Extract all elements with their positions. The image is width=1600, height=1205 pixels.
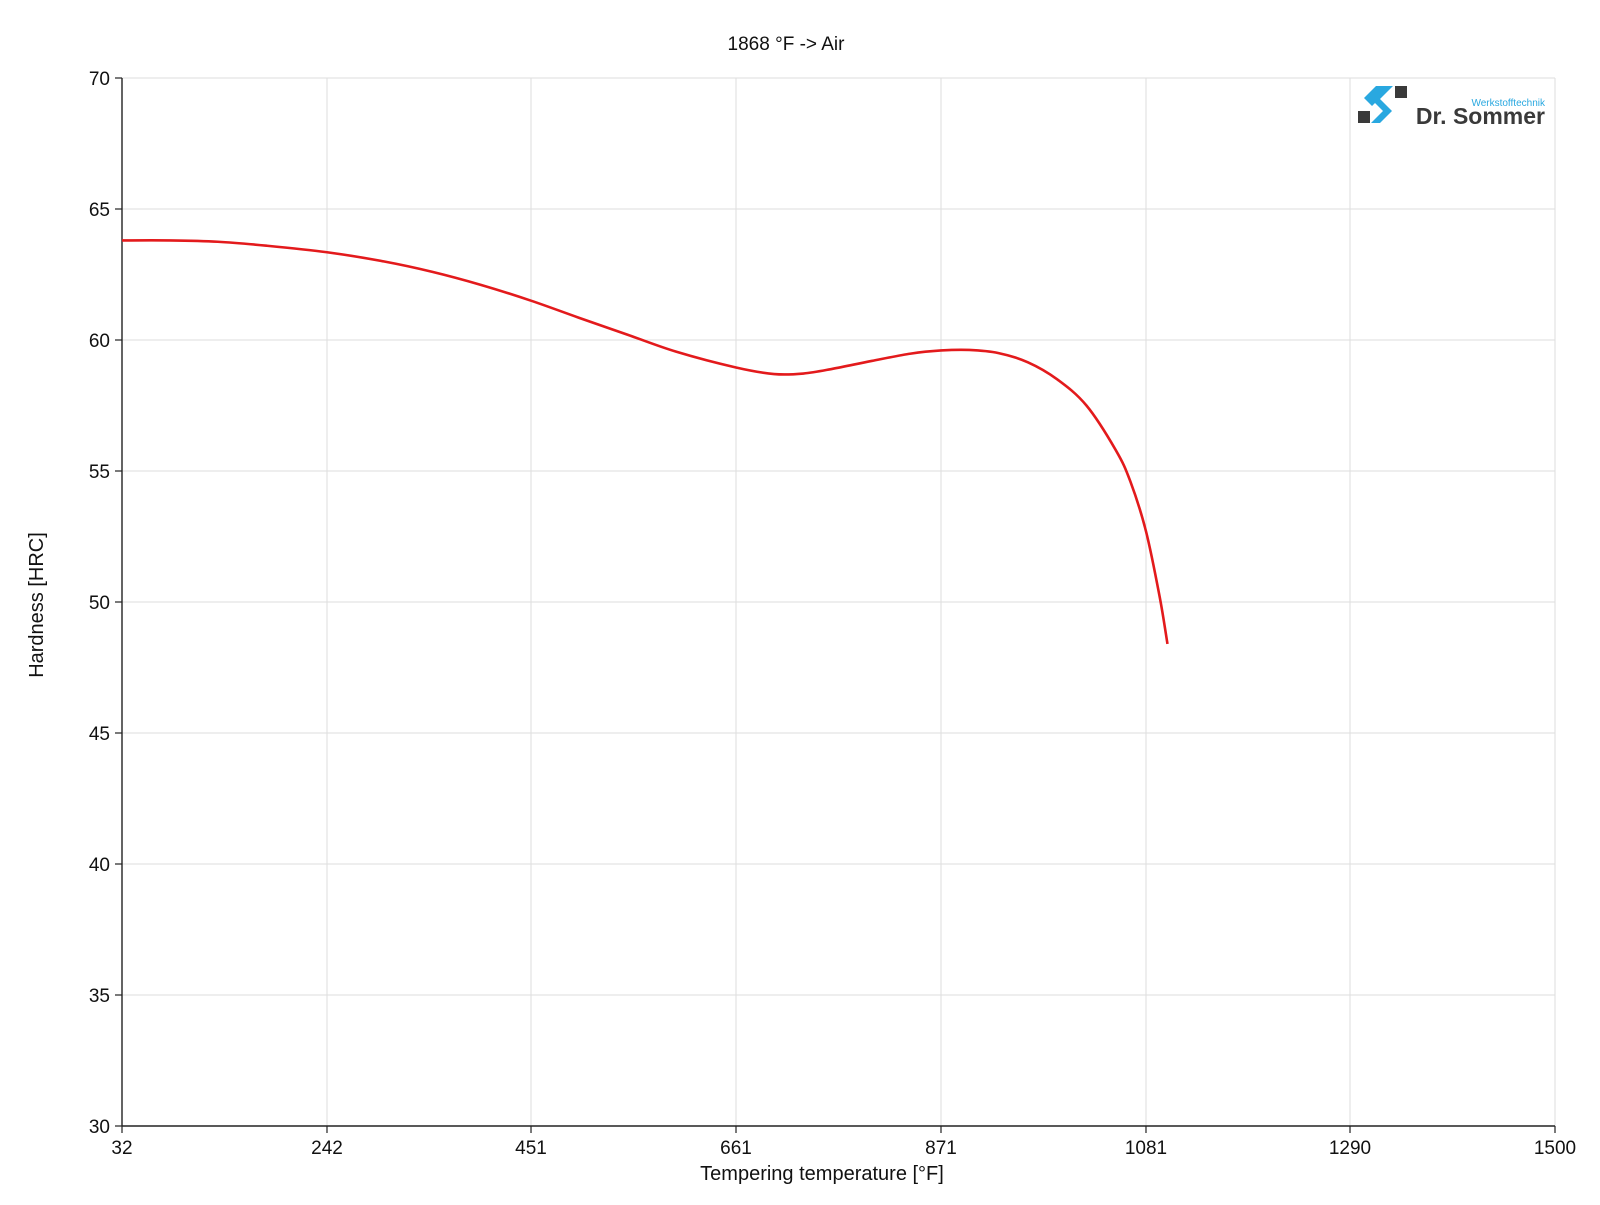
y-tick-label: 35 bbox=[89, 986, 110, 1007]
x-axis-title: Tempering temperature [°F] bbox=[700, 1163, 944, 1185]
chart-title: 1868 °F -> Air bbox=[728, 34, 846, 55]
x-tick-label: 1290 bbox=[1329, 1138, 1371, 1159]
logo-name: Dr. Sommer bbox=[1416, 103, 1545, 129]
y-axis-title: Hardness [HRC] bbox=[26, 532, 48, 678]
y-tick-label: 30 bbox=[89, 1117, 110, 1138]
y-tick-label: 60 bbox=[89, 331, 110, 352]
dr-sommer-logo: Werkstofftechnik Dr. Sommer bbox=[1358, 86, 1546, 129]
logo-square-top bbox=[1395, 86, 1407, 98]
x-tick-label: 242 bbox=[311, 1138, 343, 1159]
x-tick-label: 871 bbox=[925, 1138, 957, 1159]
x-tick-label: 451 bbox=[515, 1138, 547, 1159]
grid-layer bbox=[122, 77, 1556, 1126]
x-tick-label: 1500 bbox=[1534, 1138, 1576, 1159]
y-tick-label: 45 bbox=[89, 724, 110, 745]
y-tick-label: 40 bbox=[89, 855, 110, 876]
y-tick-label: 70 bbox=[89, 69, 110, 90]
logo-s-mark-inner-icon bbox=[1364, 86, 1386, 106]
logo-square-bottom bbox=[1358, 111, 1370, 123]
x-tick-label: 661 bbox=[720, 1138, 752, 1159]
x-tick-label: 32 bbox=[111, 1138, 132, 1159]
series-layer bbox=[121, 239, 1169, 645]
y-tick-label: 65 bbox=[89, 200, 110, 221]
logo-subtitle: Werkstofftechnik bbox=[1471, 98, 1546, 109]
labels-layer: 1868 °F -> Air Tempering temperature [°F… bbox=[26, 34, 944, 1185]
y-tick-label: 55 bbox=[89, 462, 110, 483]
y-tick-label: 50 bbox=[89, 593, 110, 614]
x-tick-label: 1081 bbox=[1125, 1138, 1167, 1159]
axes-layer: 30 35 40 45 50 55 60 65 70 32 242 451 661 871 1081 1290… bbox=[89, 69, 1576, 1159]
hardness-series-line bbox=[121, 239, 1169, 645]
